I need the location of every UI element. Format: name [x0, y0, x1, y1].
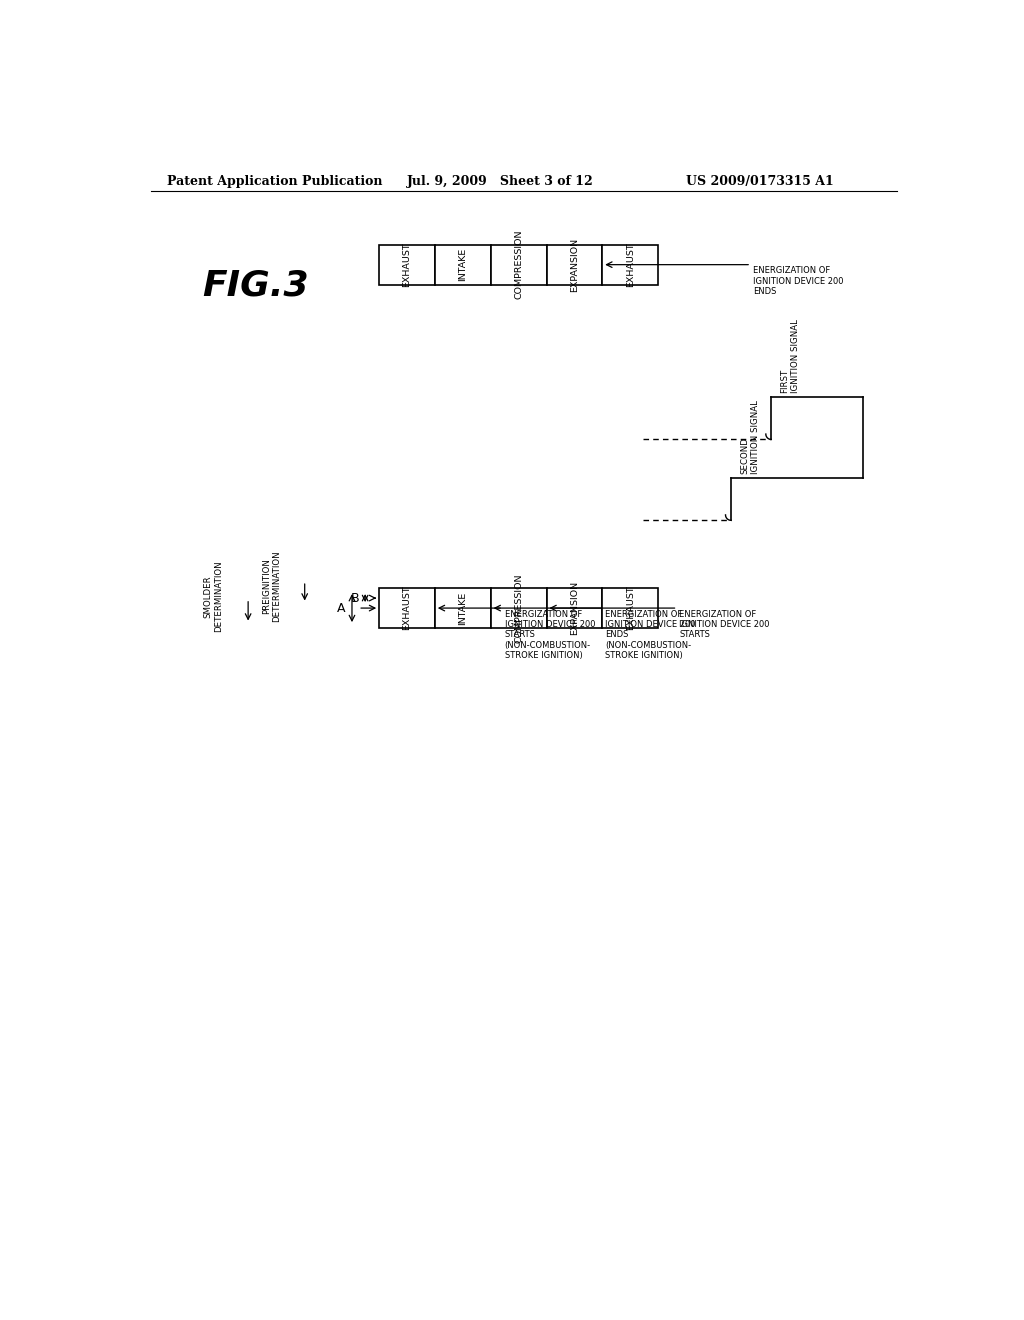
Text: INTAKE: INTAKE: [459, 591, 467, 624]
Text: EXHAUST: EXHAUST: [626, 243, 635, 286]
Text: A: A: [337, 602, 346, 615]
Text: EXPANSION: EXPANSION: [570, 238, 579, 292]
Text: ENERGIZATION OF
IGNITION DEVICE 200
ENDS: ENERGIZATION OF IGNITION DEVICE 200 ENDS: [753, 267, 843, 296]
Bar: [490, 589, 547, 628]
Bar: [379, 589, 435, 628]
Text: ENERGIZATION OF
IGNITION DEVICE 200
ENDS
(NON-COMBUSTION-
STROKE IGNITION): ENERGIZATION OF IGNITION DEVICE 200 ENDS…: [605, 610, 696, 660]
Text: FIG.3: FIG.3: [203, 268, 309, 302]
Bar: [435, 244, 490, 285]
Text: B: B: [350, 591, 359, 605]
Text: FIRST
IGNITION SIGNAL: FIRST IGNITION SIGNAL: [780, 319, 800, 393]
Bar: [602, 589, 658, 628]
Text: INTAKE: INTAKE: [459, 248, 467, 281]
Bar: [547, 589, 602, 628]
Bar: [379, 244, 435, 285]
Text: Patent Application Publication: Patent Application Publication: [167, 176, 382, 189]
Text: PREIGNITION
DETERMINATION: PREIGNITION DETERMINATION: [262, 550, 281, 622]
Text: US 2009/0173315 A1: US 2009/0173315 A1: [686, 176, 834, 189]
Text: SMOLDER
DETERMINATION: SMOLDER DETERMINATION: [204, 561, 223, 632]
Bar: [490, 244, 547, 285]
Bar: [547, 244, 602, 285]
Bar: [602, 244, 658, 285]
Text: SECOND
IGNITION SIGNAL: SECOND IGNITION SIGNAL: [740, 400, 760, 474]
Text: EXHAUST: EXHAUST: [402, 243, 412, 286]
Text: ENERGIZATION OF
IGNITION DEVICE 200
STARTS: ENERGIZATION OF IGNITION DEVICE 200 STAR…: [679, 610, 769, 639]
Text: EXHAUST: EXHAUST: [402, 586, 412, 631]
Text: Jul. 9, 2009   Sheet 3 of 12: Jul. 9, 2009 Sheet 3 of 12: [407, 176, 594, 189]
Bar: [435, 589, 490, 628]
Text: COMPRESSION: COMPRESSION: [514, 573, 523, 643]
Text: COMPRESSION: COMPRESSION: [514, 230, 523, 300]
Text: EXHAUST: EXHAUST: [626, 586, 635, 631]
Text: ENERGIZATION OF
IGNITION DEVICE 200
STARTS
(NON-COMBUSTION-
STROKE IGNITION): ENERGIZATION OF IGNITION DEVICE 200 STAR…: [505, 610, 595, 660]
Text: EXPANSION: EXPANSION: [570, 581, 579, 635]
